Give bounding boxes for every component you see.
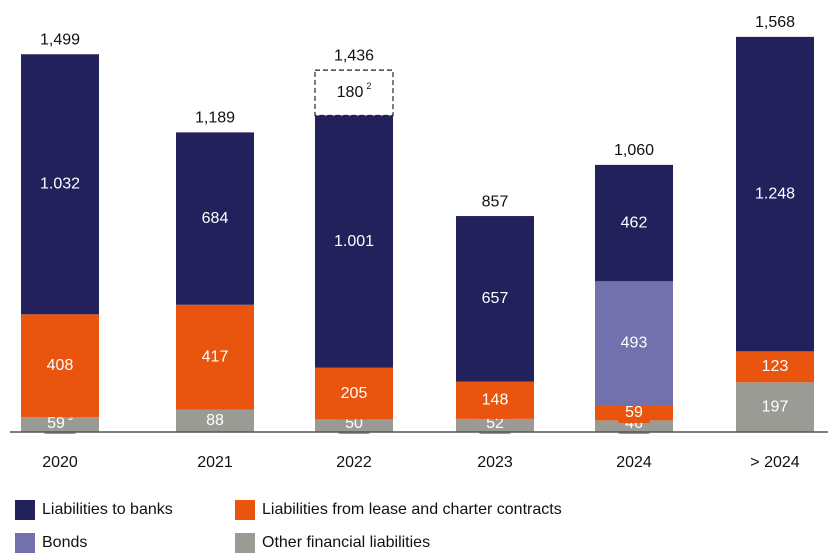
legend-swatch: [235, 500, 255, 520]
total-label: 857: [482, 193, 509, 210]
value-label: 1.001: [334, 233, 374, 250]
legend-label: Liabilities from lease and charter contr…: [262, 501, 562, 518]
x-tick-label: 2022: [336, 454, 372, 471]
total-label: 1,568: [755, 14, 795, 31]
x-tick-label: 2021: [197, 454, 233, 471]
x-tick-label: 2024: [616, 454, 652, 471]
bar-segment: [176, 132, 254, 305]
bar-segment: [176, 409, 254, 432]
x-tick-label: > 2024: [750, 454, 799, 471]
bar-segment: [456, 216, 534, 382]
bar-segment: [456, 381, 534, 419]
value-label: 52: [486, 415, 504, 432]
legend-swatch: [235, 533, 255, 553]
bar-segment: [21, 314, 99, 418]
value-label: 205: [341, 385, 368, 402]
bar-segment: [595, 281, 673, 406]
bar-segment: [736, 351, 814, 383]
legend-label: Other financial liabilities: [262, 534, 430, 551]
value-label: 88: [206, 412, 224, 429]
value-label: 1.032: [40, 176, 80, 193]
x-tick-label: 2020: [42, 454, 78, 471]
legend-swatch: [15, 500, 35, 520]
bar-segment: [736, 36, 814, 352]
total-label: 1,189: [195, 110, 235, 127]
bar-segment: [21, 54, 99, 315]
value-label: 462: [621, 214, 648, 231]
footnote-marker: 2: [366, 81, 371, 91]
value-label: 180 2: [337, 81, 372, 101]
legend-label: Liabilities to banks: [42, 501, 173, 518]
value-label: 417: [202, 349, 229, 366]
bar-segment: [595, 164, 673, 282]
legend-swatch: [15, 533, 35, 553]
x-tick-label: 2023: [477, 454, 513, 471]
bar-segment: [176, 304, 254, 410]
bar-segment: [315, 115, 393, 368]
legend-label: Bonds: [42, 534, 87, 551]
value-label: 408: [47, 357, 74, 374]
total-label: 1,499: [40, 31, 80, 48]
total-label: 1,060: [614, 142, 654, 159]
dashed-segment: [314, 69, 394, 117]
label-box: [44, 414, 76, 434]
bar-segment: [315, 367, 393, 420]
value-label: 197: [762, 398, 789, 415]
bar-segment: [736, 382, 814, 432]
label-box: [479, 414, 511, 434]
value-label: 50: [345, 415, 363, 432]
value-label: 59: [625, 404, 643, 421]
value-label: 1.248: [755, 185, 795, 202]
footnote-marker: 3: [68, 412, 73, 422]
value-label: 123: [762, 358, 789, 375]
value-label: 684: [202, 210, 229, 227]
label-box: [618, 402, 650, 423]
value-label: 148: [482, 391, 509, 408]
total-label: 1,436: [334, 47, 374, 64]
value-label: 493: [621, 335, 648, 352]
value-label: 657: [482, 290, 509, 307]
